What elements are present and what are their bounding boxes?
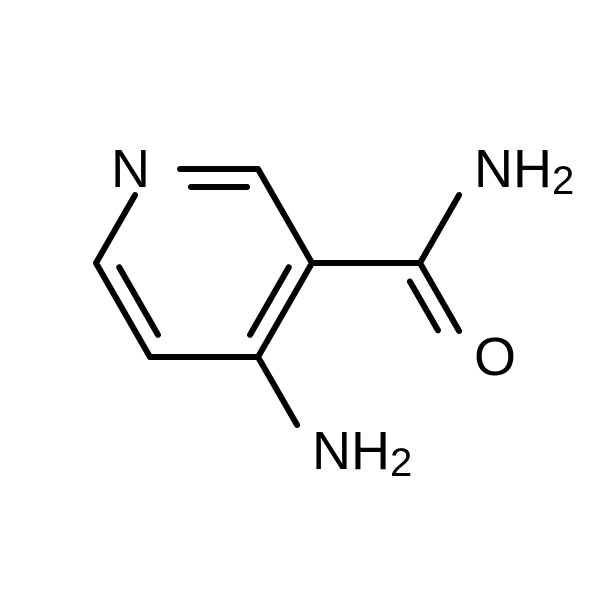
bond-single [420,195,459,263]
bond-double-main [420,263,459,331]
atom-label-amide_N: NH2 [474,139,574,203]
bond-single [258,169,312,263]
bond-single [258,357,297,425]
molecule-diagram: N NH2 O NH2 [0,0,600,600]
bond-double-inner [119,267,158,335]
bond-double-inner [250,267,289,335]
atom-label-amine_N: NH2 [312,421,412,485]
bond-single [96,195,135,263]
atom-label-amide_O: O [474,327,516,387]
atom-label-ring_N: N [111,139,150,199]
